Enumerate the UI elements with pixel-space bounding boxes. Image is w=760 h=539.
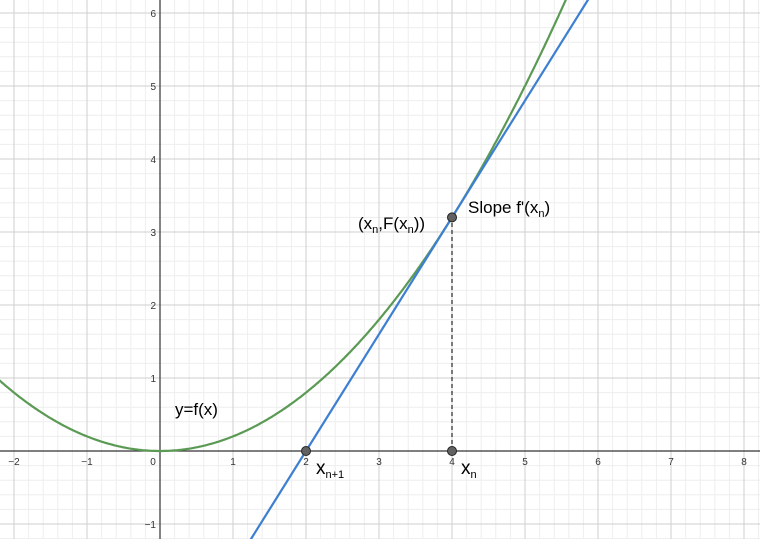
x-tick-label: −1 <box>81 457 93 468</box>
y-tick-label: 1 <box>150 374 156 385</box>
xn1-base: x <box>316 458 326 479</box>
point-label-sub1: n <box>372 224 379 236</box>
xn-sub: n <box>470 469 477 481</box>
curve-y-equals-f-x <box>0 0 567 453</box>
xn-label: xn <box>461 458 477 481</box>
x-tick-label: 6 <box>595 457 601 468</box>
point <box>447 446 457 456</box>
curve-label-text: y=f(x) <box>175 400 218 419</box>
x-tick-label: 7 <box>668 457 674 468</box>
slope-label-suffix: ) <box>544 198 551 217</box>
x-tick-label: 0 <box>150 457 156 468</box>
y-tick-label: −1 <box>145 520 157 531</box>
xn1-sub: n+1 <box>325 469 345 481</box>
x-tick-label: 3 <box>376 457 382 468</box>
y-tick-label: 5 <box>150 82 156 93</box>
x-tick-label: 8 <box>741 457 747 468</box>
x-tick-label: 4 <box>449 457 455 468</box>
xn-base: x <box>461 458 471 479</box>
point-label-mid: ,F(x <box>378 214 408 233</box>
x-tick-label: 5 <box>522 457 528 468</box>
x-tick-label: −2 <box>8 457 20 468</box>
y-tick-label: 3 <box>150 228 156 239</box>
y-tick-label: 4 <box>150 155 156 166</box>
y-tick-label: 2 <box>150 301 156 312</box>
slope-label-sub: n <box>538 208 545 220</box>
slope-label-prefix: Slope f'(x <box>468 198 539 217</box>
slope-label: Slope f'(xn) <box>468 198 550 220</box>
x-tick-label: 1 <box>230 457 236 468</box>
x-tick-label: 2 <box>303 457 309 468</box>
y-tick-label: 6 <box>150 9 156 20</box>
point-label-open: (x <box>358 214 373 233</box>
point-label: (xn,F(xn)) <box>358 214 425 236</box>
point-label-close: )) <box>413 214 426 233</box>
point-label-sub2: n <box>407 224 414 236</box>
curve-label: y=f(x) <box>175 400 218 420</box>
xn1-label: xn+1 <box>316 458 344 481</box>
point <box>301 446 311 456</box>
tangent-line <box>249 0 590 539</box>
point <box>447 212 457 223</box>
